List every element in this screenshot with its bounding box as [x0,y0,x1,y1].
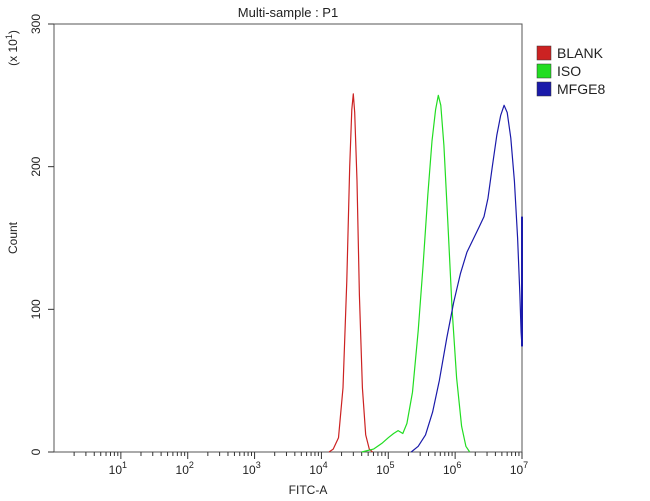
x-tick-label: 103 [242,460,260,477]
y-tick-label: 100 [29,299,43,319]
legend-swatch-iso [536,63,552,79]
x-tick-label: 102 [176,460,194,477]
series-line-mfge8 [410,104,523,453]
x-tick-label: 107 [510,460,528,477]
x-axis-label: FITC-A [289,483,328,497]
x-tick-label: 105 [376,460,394,477]
legend-swatch-blank [536,45,552,61]
y-tick-label: 300 [29,14,43,34]
chart-title: Multi-sample : P1 [238,5,338,20]
x-tick-label: 101 [109,460,127,477]
legend-label-mfge8: MFGE8 [557,81,605,97]
series-line-blank [328,93,373,453]
y-tick-label: 0 [29,448,43,455]
plot-area [53,23,523,453]
y-axis-label: Count [6,221,20,254]
legend-label-blank: BLANK [557,45,604,61]
x-tick-label: 104 [309,460,327,477]
x-tick-label: 106 [443,460,461,477]
y-multiplier-label: (x 101) [4,30,20,66]
y-tick-label: 200 [29,156,43,176]
legend-swatch-mfge8 [536,81,552,97]
series-line-iso [361,94,471,453]
legend-label-iso: ISO [557,63,581,79]
